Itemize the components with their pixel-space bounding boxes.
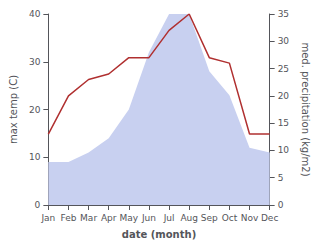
svg-text:Jan: Jan [40,213,55,223]
svg-text:May: May [120,213,139,223]
svg-text:Apr: Apr [101,213,117,223]
svg-text:30: 30 [29,57,41,67]
svg-text:35: 35 [278,9,289,19]
svg-text:20: 20 [278,91,290,101]
svg-text:Jul: Jul [163,213,175,223]
svg-text:Jun: Jun [141,213,156,223]
svg-text:Feb: Feb [61,213,77,223]
svg-text:Mar: Mar [80,213,97,223]
svg-text:Dec: Dec [261,213,278,223]
svg-text:date (month): date (month) [122,229,196,240]
svg-text:Aug: Aug [180,213,198,223]
svg-text:20: 20 [29,105,41,115]
svg-text:Nov: Nov [241,213,259,223]
svg-text:40: 40 [29,9,41,19]
svg-text:10: 10 [278,145,290,155]
svg-text:30: 30 [278,36,290,46]
svg-text:15: 15 [278,118,289,128]
svg-text:10: 10 [29,152,41,162]
svg-text:5: 5 [278,173,284,183]
svg-text:Sep: Sep [201,213,218,223]
svg-text:0: 0 [35,200,41,210]
svg-text:Oct: Oct [222,213,238,223]
svg-text:max temp (C): max temp (C) [8,75,19,144]
svg-text:med. precipitation (kg/m2): med. precipitation (kg/m2) [300,42,311,176]
svg-text:25: 25 [278,64,289,74]
svg-text:0: 0 [278,200,284,210]
